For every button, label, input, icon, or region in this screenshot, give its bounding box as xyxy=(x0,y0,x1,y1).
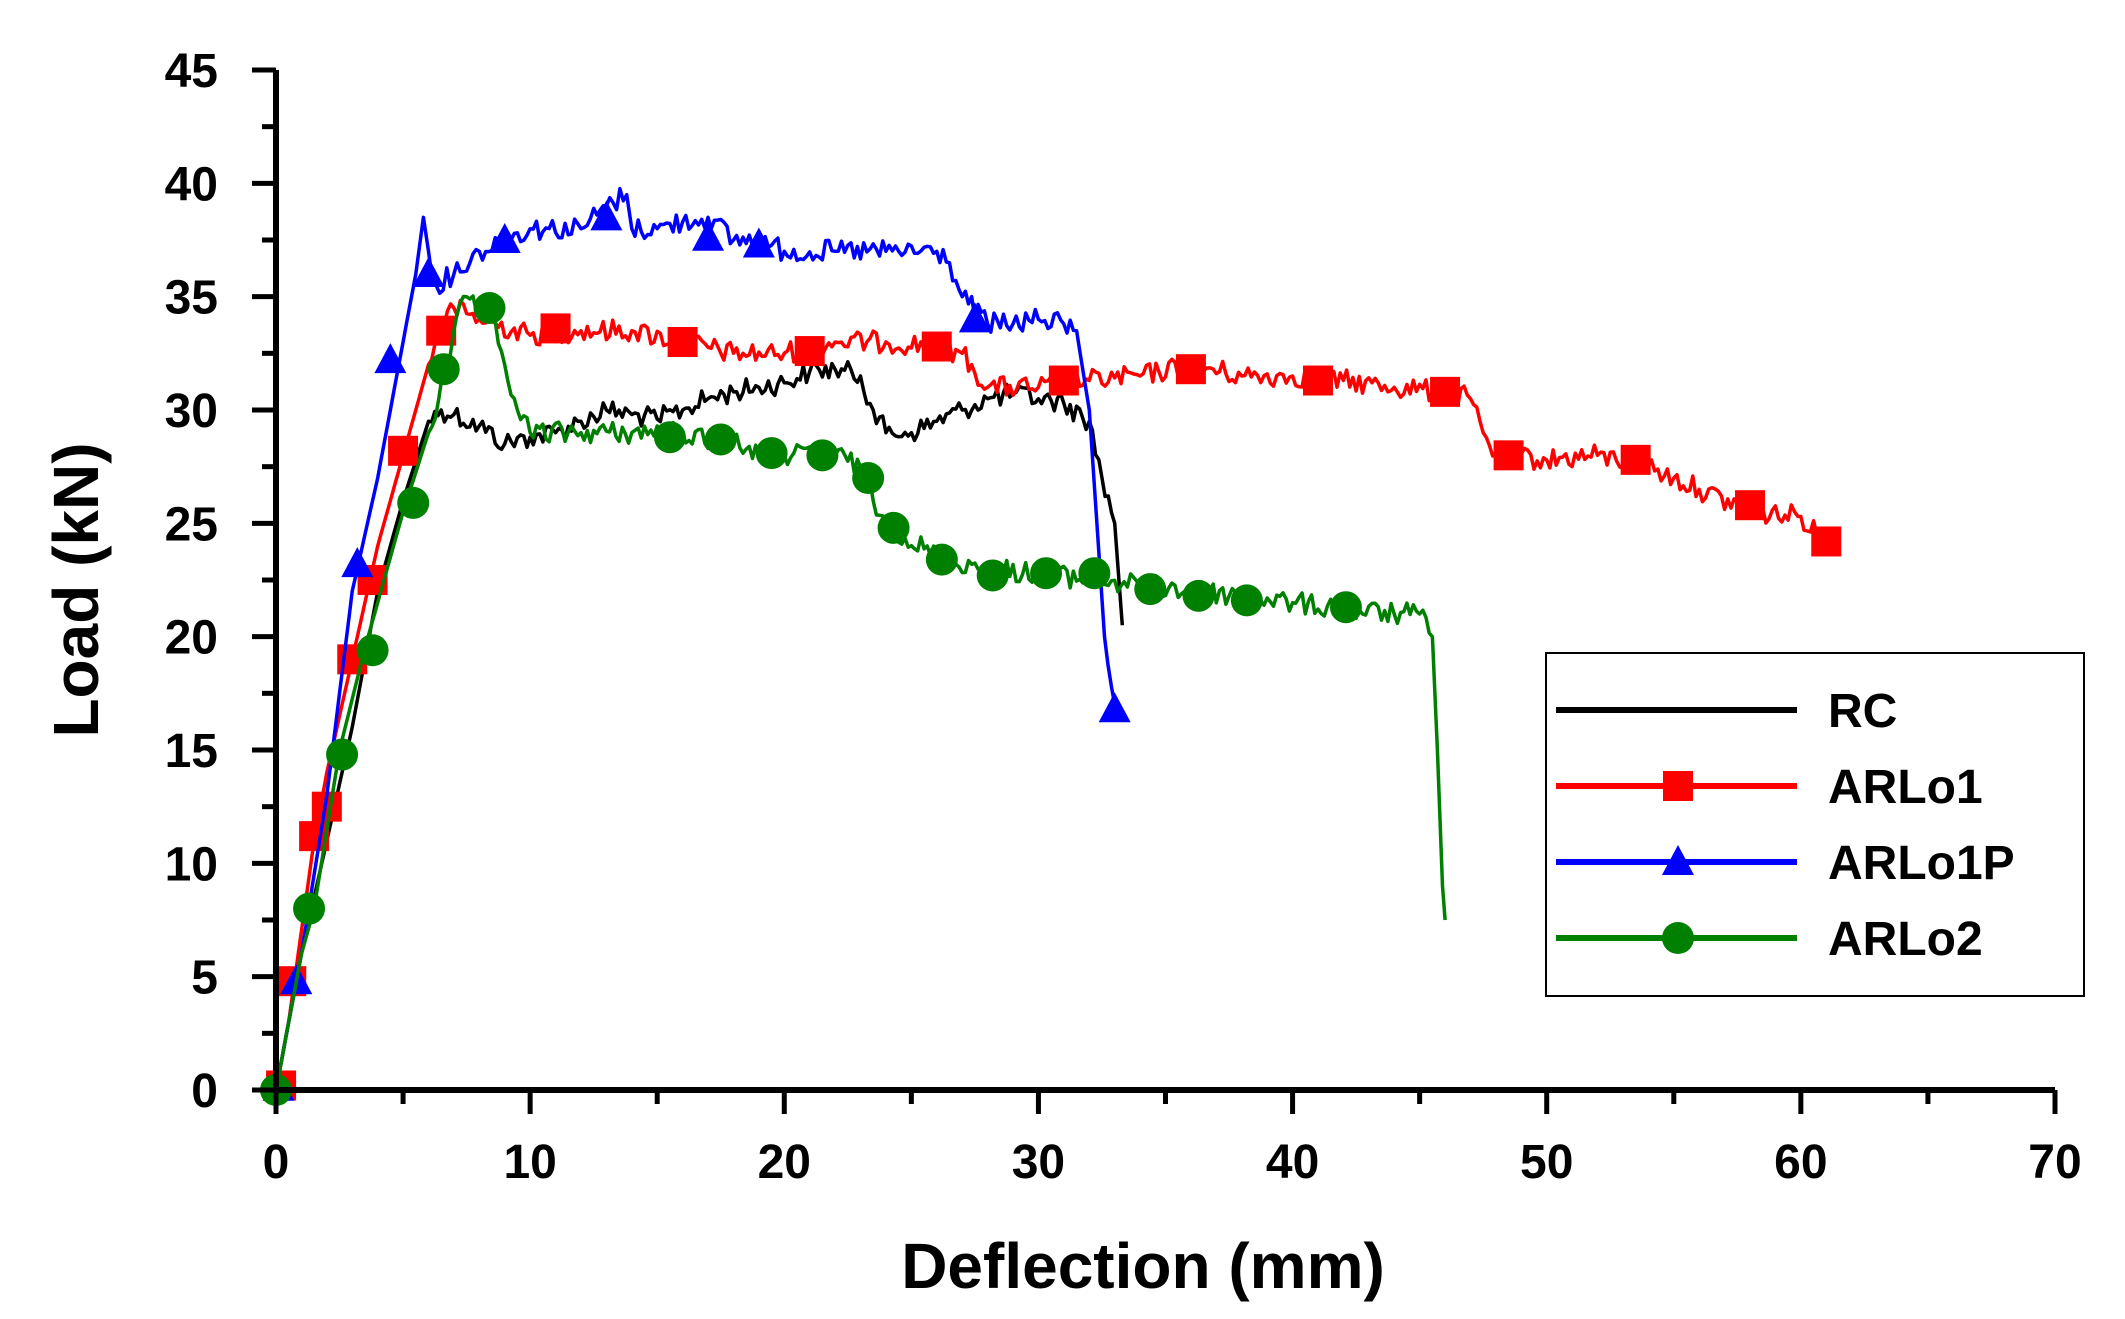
legend-item-arlo1p: ARLo1P xyxy=(1556,837,2015,890)
y-tick-label: 35 xyxy=(165,272,218,325)
legend-label: ARLo1P xyxy=(1828,837,2015,890)
data-point-arlo2 xyxy=(356,634,389,667)
data-point-arlo2 xyxy=(755,437,788,470)
data-point-arlo2 xyxy=(976,559,1009,592)
y-axis-title: Load (kN) xyxy=(40,442,112,737)
data-point-arlo2 xyxy=(326,738,359,771)
legend-item-arlo1: ARLo1 xyxy=(1556,761,1983,814)
legend-label: RC xyxy=(1828,685,1897,738)
legend-box xyxy=(1545,652,2085,997)
x-tick-label: 20 xyxy=(758,1136,811,1189)
series-line-rc xyxy=(274,360,1125,1091)
legend: RC ARLo1 ARLo1P ARLo2 xyxy=(1545,652,2085,997)
data-point-arlo2 xyxy=(293,892,326,925)
data-point-arlo1 xyxy=(1735,490,1766,521)
data-point-arlo1 xyxy=(921,331,952,362)
data-point-arlo1 xyxy=(794,336,825,367)
data-point-arlo2 xyxy=(653,421,686,454)
legend-label: ARLo2 xyxy=(1828,913,1983,966)
x-tick-label: 50 xyxy=(1520,1136,1573,1189)
data-point-arlo1 xyxy=(1493,440,1524,471)
data-point-arlo2 xyxy=(473,292,506,324)
data-point-arlo2 xyxy=(427,353,460,386)
x-tick-label: 0 xyxy=(263,1136,290,1189)
data-point-arlo2 xyxy=(925,543,958,576)
data-point-arlo1p xyxy=(488,223,521,253)
data-point-arlo1 xyxy=(1620,444,1651,475)
data-point-arlo2 xyxy=(1230,584,1263,617)
y-tick-label: 5 xyxy=(191,952,218,1005)
x-tick-label: 40 xyxy=(1266,1136,1319,1189)
y-tick-label: 30 xyxy=(165,385,218,438)
legend-label: ARLo1 xyxy=(1828,761,1983,814)
data-point-arlo1 xyxy=(1302,365,1333,396)
data-point-arlo2 xyxy=(1134,573,1167,606)
series-arlo2 xyxy=(260,292,1447,1106)
data-point-arlo2 xyxy=(1030,557,1063,590)
y-tick-label: 45 xyxy=(165,45,218,98)
data-point-arlo2 xyxy=(1078,557,1111,590)
x-tick-label: 70 xyxy=(2028,1136,2081,1189)
x-tick-label: 30 xyxy=(1012,1136,1065,1189)
x-tick-label: 60 xyxy=(1774,1136,1827,1189)
legend-marker xyxy=(1662,845,1694,875)
y-tick-label: 15 xyxy=(165,725,218,778)
series-arlo1p xyxy=(262,186,1131,1101)
series-layer xyxy=(260,186,1842,1106)
y-tick-label: 10 xyxy=(165,838,218,891)
data-point-arlo1p xyxy=(590,200,623,231)
series-line-arlo1p xyxy=(274,186,1123,1091)
data-point-arlo1 xyxy=(1048,365,1079,396)
data-point-arlo1p xyxy=(341,547,374,578)
data-point-arlo2 xyxy=(704,423,737,456)
y-tick-label: 0 xyxy=(191,1065,218,1118)
x-axis-title: Deflection (mm) xyxy=(901,1230,1385,1302)
data-point-arlo1p xyxy=(374,343,407,374)
data-point-arlo1 xyxy=(388,435,419,466)
series-arlo1 xyxy=(266,298,1842,1101)
data-point-arlo2 xyxy=(1329,591,1362,624)
data-point-arlo1 xyxy=(1811,526,1842,557)
data-point-arlo1p xyxy=(412,257,445,287)
data-point-arlo1 xyxy=(667,327,698,357)
data-point-arlo2 xyxy=(877,511,910,544)
y-tick-label: 25 xyxy=(165,498,218,551)
legend-item-arlo2: ARLo2 xyxy=(1556,913,1983,966)
axes-layer: 0 10 20 30 40 50 60 70 0 5 10 15 20 25 30 35 40 45 xyxy=(165,45,2082,1189)
data-point-arlo2 xyxy=(397,486,430,519)
data-point-arlo1 xyxy=(1430,376,1461,407)
data-point-arlo1p xyxy=(692,220,725,251)
data-point-arlo2 xyxy=(852,462,885,494)
data-point-arlo1p xyxy=(1098,692,1131,723)
data-point-arlo1p xyxy=(958,302,991,333)
data-point-arlo1 xyxy=(1175,354,1206,385)
legend-marker xyxy=(1663,771,1693,801)
legend-items: RC ARLo1 ARLo1P ARLo2 xyxy=(1556,685,2015,966)
legend-marker xyxy=(1662,922,1694,954)
data-point-arlo1 xyxy=(540,313,571,344)
x-tick-label: 10 xyxy=(503,1136,556,1189)
legend-item-rc: RC xyxy=(1556,685,1897,738)
series-rc xyxy=(274,360,1125,1091)
y-tick-label: 20 xyxy=(165,612,218,665)
y-tick-label: 40 xyxy=(165,158,218,211)
data-point-arlo2 xyxy=(1182,579,1215,612)
data-point-arlo1p xyxy=(742,227,775,258)
data-point-arlo2 xyxy=(806,439,839,472)
